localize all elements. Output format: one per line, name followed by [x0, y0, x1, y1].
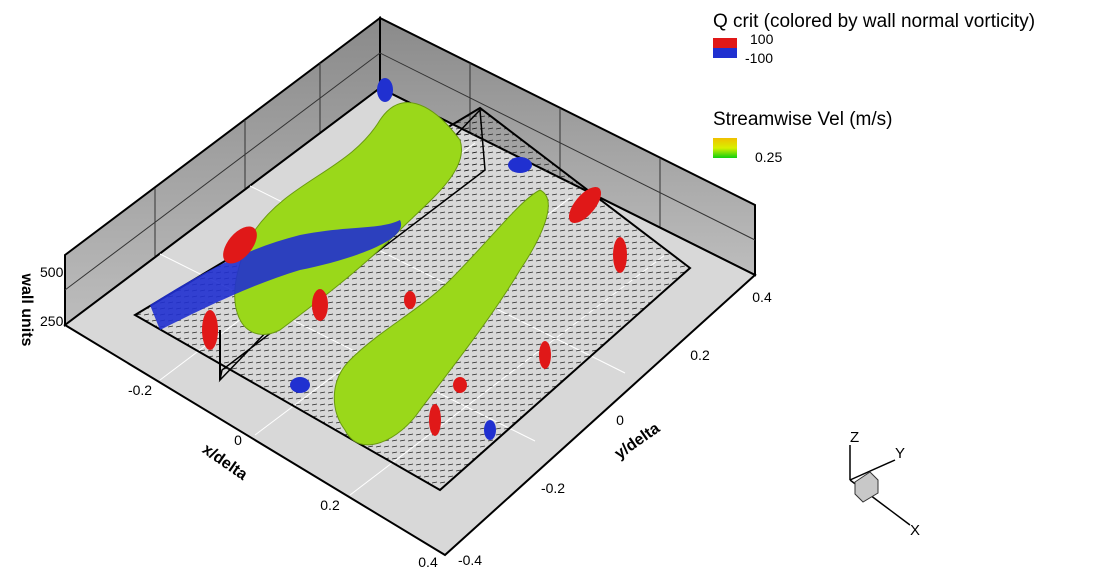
triad-label: Z [850, 429, 859, 446]
legend-title: Q crit (colored by wall normal vorticity… [713, 11, 1035, 32]
x-axis-label: x/delta [199, 441, 250, 484]
x-tick-label: 0.4 [418, 554, 438, 570]
y-tick-label: -0.4 [458, 552, 482, 568]
triad-label: X [910, 522, 920, 539]
y-tick-label: 0.2 [690, 347, 710, 363]
x-tick-label: 0.2 [320, 497, 340, 513]
legend-swatch [713, 38, 737, 48]
triad-label: Y [895, 445, 905, 462]
x-tick-label: -0.2 [128, 382, 152, 398]
legend-label: 0.25 [755, 149, 782, 165]
y-tick-label: 0.4 [752, 289, 772, 305]
z-axis-label: wall units [18, 273, 35, 347]
legend-label: -100 [745, 50, 773, 66]
y-tick-label: 0 [616, 412, 624, 428]
visualization: wall units 250 500 -0.2 0 0.2 0.4 x/delt… [0, 0, 1097, 571]
legend-swatch [713, 48, 737, 58]
x-tick-label: 0 [234, 432, 242, 448]
y-tick-label: -0.2 [541, 480, 565, 496]
page: wall units 250 500 -0.2 0 0.2 0.4 x/delt… [0, 0, 1097, 571]
z-tick-label: 250 [40, 313, 64, 329]
z-tick-label: 500 [40, 264, 64, 280]
legend-swatch [713, 138, 737, 158]
legend-title: Streamwise Vel (m/s) [713, 109, 892, 130]
legend-label: 100 [750, 31, 774, 47]
